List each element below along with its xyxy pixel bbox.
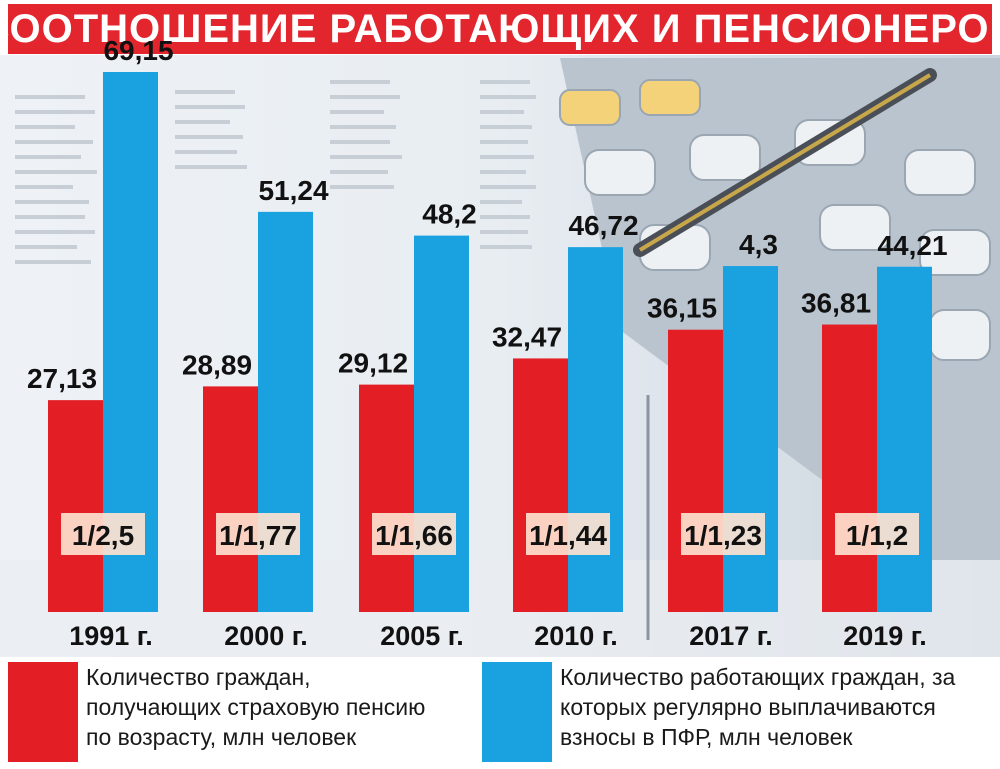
title-bar: СООТНОШЕНИЕ РАБОТАЮЩИХ И ПЕНСИОНЕРОВ — [0, 4, 1000, 54]
value-label-pensioners: 29,12 — [338, 348, 408, 379]
ratio-label: 1/1,77 — [219, 520, 297, 551]
ratio-box — [681, 513, 765, 555]
bar-pensioners — [668, 329, 723, 612]
legend-line: по возрасту, млн человек — [86, 724, 357, 750]
ratio-box — [216, 513, 300, 555]
value-label-pensioners: 36,81 — [801, 288, 871, 319]
legend-item-workers: Количество работающих граждан, за которы… — [482, 662, 955, 762]
value-label-pensioners: 32,47 — [492, 321, 562, 352]
bar-pensioners — [203, 386, 258, 612]
legend-line: получающих страховую пенсию — [86, 694, 426, 720]
legend-line: которых регулярно выплачиваются — [560, 694, 936, 720]
legend-line: взносы в ПФР, млн человек — [560, 724, 853, 750]
legend-line: Количество работающих граждан, за — [560, 664, 956, 690]
newspaper-lines — [15, 80, 536, 264]
bar-pensioners — [513, 358, 568, 612]
bar-workers — [568, 247, 623, 612]
value-label-workers: 4,3 — [739, 229, 778, 260]
legend-swatch-workers — [482, 662, 552, 762]
category-label: 1991 г. — [69, 621, 153, 651]
category-label: 2010 г. — [534, 621, 618, 651]
bar-workers — [723, 266, 778, 612]
value-label-workers: 51,24 — [258, 175, 328, 206]
category-label: 2019 г. — [843, 621, 927, 651]
legend-line: Количество граждан, — [86, 664, 311, 690]
value-label-workers: 48,2 — [422, 199, 477, 230]
ratio-label: 1/1,44 — [529, 520, 607, 551]
bar-pensioners — [48, 400, 103, 612]
value-label-workers: 69,15 — [103, 35, 173, 66]
ratio-box — [526, 513, 610, 555]
category-label: 2005 г. — [380, 621, 464, 651]
bar-workers — [877, 266, 932, 612]
ratio-box — [372, 513, 456, 555]
legend-label-workers: Количество работающих граждан, за которы… — [560, 662, 955, 752]
value-label-workers: 44,21 — [877, 230, 947, 261]
legend-label-pensioners: Количество граждан, получающих страховую… — [86, 662, 425, 752]
category-label: 2017 г. — [689, 621, 773, 651]
value-label-workers: 46,72 — [568, 210, 638, 241]
legend-swatch-pensioners — [8, 662, 78, 762]
category-label: 2000 г. — [224, 621, 308, 651]
ratio-label: 1/1,2 — [846, 520, 908, 551]
ratio-box — [835, 513, 919, 555]
bar-workers — [414, 235, 469, 612]
bar-pensioners — [359, 384, 414, 612]
ratio-label: 1/1,66 — [375, 520, 453, 551]
ratio-label: 1/1,23 — [684, 520, 762, 551]
ratio-label: 1/2,5 — [72, 520, 134, 551]
bar-pensioners — [822, 324, 877, 612]
value-label-pensioners: 36,15 — [647, 293, 717, 324]
chart-title: СООТНОШЕНИЕ РАБОТАЮЩИХ И ПЕНСИОНЕРОВ — [0, 6, 1000, 51]
value-label-pensioners: 27,13 — [27, 363, 97, 394]
bar-chart: 27,13 69,15 1/2,5 1991 г. 28,89 51,24 1/1,77 20… — [27, 35, 948, 651]
value-label-pensioners: 28,89 — [182, 349, 252, 380]
legend-item-pensioners: Количество граждан, получающих страховую… — [8, 662, 425, 762]
ratio-box — [61, 513, 145, 555]
